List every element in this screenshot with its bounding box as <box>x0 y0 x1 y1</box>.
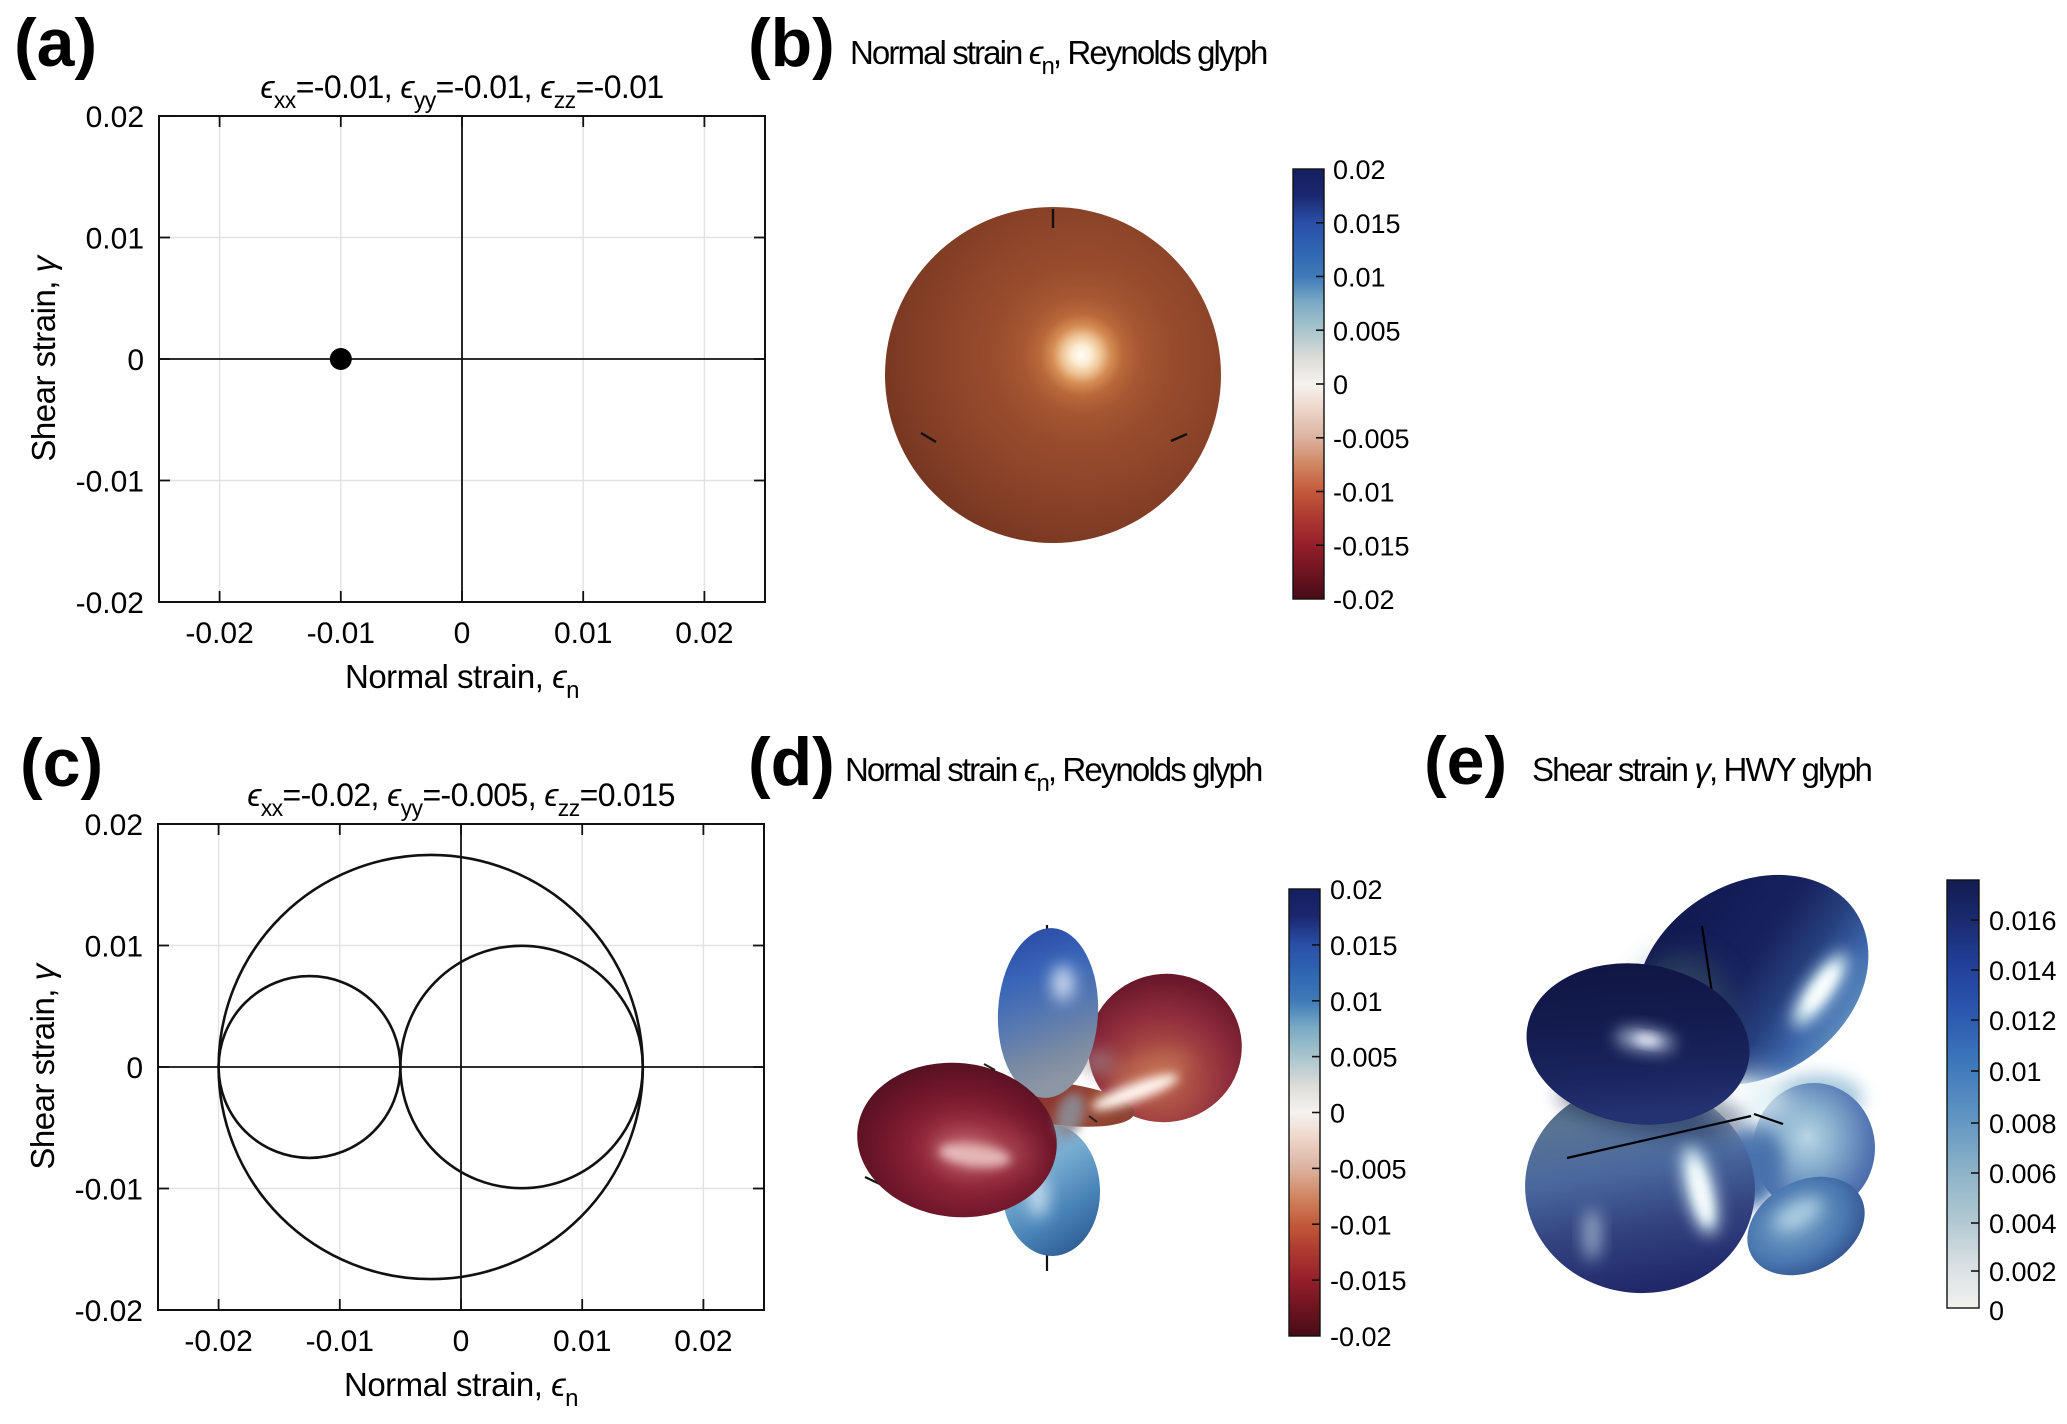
svg-text:0: 0 <box>453 1325 470 1358</box>
svg-text:0.004: 0.004 <box>1989 1209 2057 1239</box>
svg-text:0.02: 0.02 <box>86 101 144 134</box>
svg-text:-0.015: -0.015 <box>1333 531 1410 561</box>
svg-text:0: 0 <box>1333 370 1348 400</box>
svg-text:0.02: 0.02 <box>1330 875 1383 905</box>
svg-text:-0.01: -0.01 <box>1330 1210 1392 1240</box>
svg-text:0.01: 0.01 <box>554 617 612 650</box>
svg-text:0: 0 <box>127 344 144 377</box>
svg-text:Shear strain, γ: Shear strain, γ <box>24 961 61 1169</box>
svg-text:0: 0 <box>1330 1099 1345 1129</box>
svg-text:0.01: 0.01 <box>85 931 143 964</box>
svg-text:0: 0 <box>126 1052 143 1085</box>
svg-text:-0.015: -0.015 <box>1330 1266 1407 1296</box>
svg-text:0.01: 0.01 <box>86 223 144 256</box>
svg-text:0.012: 0.012 <box>1989 1006 2057 1036</box>
svg-text:0.015: 0.015 <box>1333 209 1401 239</box>
svg-text:0.006: 0.006 <box>1989 1159 2057 1189</box>
svg-text:-0.005: -0.005 <box>1333 424 1410 454</box>
svg-text:-0.01: -0.01 <box>307 617 375 650</box>
svg-text:-0.01: -0.01 <box>75 1174 143 1207</box>
svg-text:0.01: 0.01 <box>1333 263 1386 293</box>
svg-text:-0.02: -0.02 <box>75 1295 143 1328</box>
svg-text:0.002: 0.002 <box>1989 1257 2057 1287</box>
svg-text:Shear strain, γ: Shear strain, γ <box>25 253 62 461</box>
svg-text:-0.02: -0.02 <box>185 617 253 650</box>
svg-text:-0.02: -0.02 <box>184 1325 252 1358</box>
svg-text:(d): (d) <box>748 724 835 800</box>
svg-text:(e): (e) <box>1424 723 1507 799</box>
svg-text:0.01: 0.01 <box>1330 987 1383 1017</box>
svg-text:-0.005: -0.005 <box>1330 1154 1407 1184</box>
svg-text:0.02: 0.02 <box>1333 155 1386 185</box>
svg-text:0: 0 <box>454 617 471 650</box>
svg-text:-0.01: -0.01 <box>76 466 144 499</box>
svg-text:0: 0 <box>1989 1296 2004 1326</box>
svg-text:0.01: 0.01 <box>1989 1057 2042 1087</box>
svg-text:0.008: 0.008 <box>1989 1109 2057 1139</box>
svg-text:-0.01: -0.01 <box>306 1325 374 1358</box>
svg-text:0.014: 0.014 <box>1989 956 2057 986</box>
svg-text:-0.02: -0.02 <box>76 587 144 620</box>
svg-text:0.02: 0.02 <box>674 1325 732 1358</box>
svg-text:(b): (b) <box>748 5 835 81</box>
svg-text:-0.02: -0.02 <box>1333 585 1395 615</box>
svg-text:0.02: 0.02 <box>85 809 143 842</box>
svg-text:0.016: 0.016 <box>1989 906 2057 936</box>
svg-text:-0.01: -0.01 <box>1333 478 1395 508</box>
svg-text:0.01: 0.01 <box>553 1325 611 1358</box>
svg-text:0.02: 0.02 <box>675 617 733 650</box>
svg-text:0.015: 0.015 <box>1330 931 1398 961</box>
svg-text:-0.02: -0.02 <box>1330 1322 1392 1352</box>
svg-text:(c): (c) <box>20 725 103 801</box>
svg-text:(a): (a) <box>14 5 97 81</box>
svg-text:0.005: 0.005 <box>1333 316 1401 346</box>
svg-text:0.005: 0.005 <box>1330 1043 1398 1073</box>
svg-text:Shear strain γ, HWY glyph: Shear strain γ, HWY glyph <box>1532 751 1871 788</box>
